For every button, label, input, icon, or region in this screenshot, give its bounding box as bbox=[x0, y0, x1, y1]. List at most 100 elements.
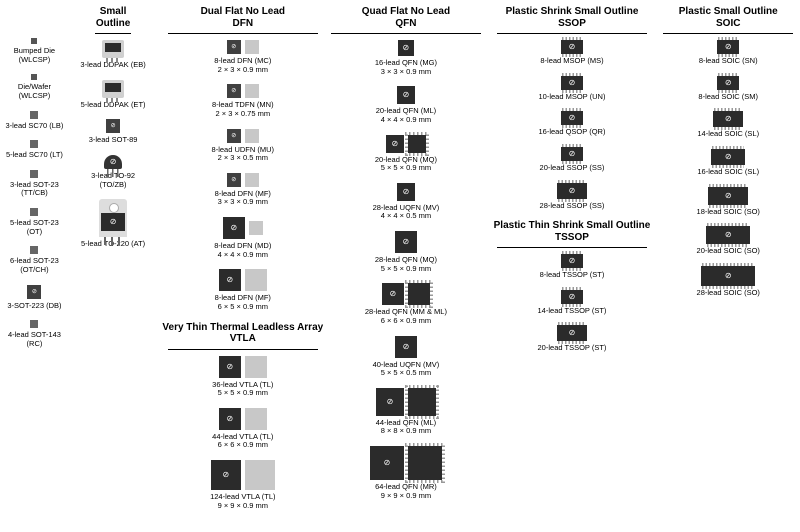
package-icon bbox=[31, 38, 37, 44]
icon-row bbox=[30, 170, 38, 178]
package-icon: ⊘ bbox=[27, 285, 41, 299]
package-icon: ⊘ bbox=[370, 446, 404, 480]
icon-row: ⊘ bbox=[711, 149, 745, 165]
icon-row: ⊘ bbox=[397, 183, 415, 201]
icon-row: ⊘ bbox=[561, 111, 583, 125]
package-label: 5-lead SOT-23 (OT) bbox=[10, 219, 59, 236]
icon-row: ⊘ bbox=[102, 40, 124, 58]
package-icon bbox=[408, 388, 436, 416]
section-title: Plastic Shrink Small Outline SSOP bbox=[506, 6, 639, 31]
package-icon: ⊘ bbox=[395, 231, 417, 253]
package-icon: ⊘ bbox=[711, 149, 745, 165]
section-rule bbox=[168, 349, 318, 350]
package-label: 8-lead DFN (MF) 3 × 3 × 0.9 mm bbox=[215, 190, 271, 207]
package-entry: ⊘ 3-SOT-223 (DB) bbox=[7, 285, 61, 311]
section-title: Small Outline bbox=[96, 6, 130, 31]
section-rule bbox=[497, 33, 647, 34]
package-label: 8-lead UDFN (MU) 2 × 3 × 0.5 mm bbox=[212, 146, 275, 163]
package-entry: ⊘3-lead DDPAK (EB) bbox=[80, 40, 145, 70]
icon-row: ⊘ bbox=[104, 155, 122, 169]
icon-row bbox=[30, 208, 38, 216]
package-entry: ⊘ 28-lead SSOP (SS) bbox=[540, 183, 605, 211]
icon-row: ⊘ bbox=[395, 231, 417, 253]
package-entry: ⊘5-lead DDPAK (ET) bbox=[81, 80, 146, 110]
package-label: 20-lead SOIC (SO) bbox=[697, 247, 760, 256]
package-entry: ⊘8-lead DFN (MF) 6 × 5 × 0.9 mm bbox=[215, 269, 271, 311]
package-icon: ⊘ bbox=[382, 283, 404, 305]
package-icon: ⊘ bbox=[701, 266, 755, 286]
package-entry: ⊘8-lead SOIC (SM) bbox=[698, 76, 758, 102]
package-icon bbox=[245, 356, 267, 378]
package-entry: ⊘ 20-lead SSOP (SS) bbox=[540, 147, 605, 173]
package-label: 14-lead SOIC (SL) bbox=[697, 130, 759, 139]
package-label: 28-lead QFN (MQ) 5 × 5 × 0.9 mm bbox=[375, 256, 437, 273]
section: Plastic Thin Shrink Small Outline TSSOP ⊘… bbox=[488, 220, 657, 363]
package-label: 8-lead SOIC (SN) bbox=[699, 57, 758, 66]
package-entry: ⊘44-lead QFN (ML) 8 × 8 × 0.9 mm bbox=[376, 388, 436, 436]
section-title: Plastic Thin Shrink Small Outline TSSOP bbox=[494, 220, 651, 245]
package-entry: ⊘36-lead VTLA (TL) 5 × 5 × 0.9 mm bbox=[212, 356, 273, 398]
package-icon: ⊘ bbox=[561, 290, 583, 304]
column-5: Plastic Small Outline SOIC⊘8-lead SOIC (… bbox=[660, 6, 796, 307]
icon-row: ⊘ bbox=[561, 76, 583, 90]
icon-row: ⊘ bbox=[211, 460, 275, 490]
package-entry: ⊘16-lead QSOP (QR) bbox=[538, 111, 605, 137]
package-entry: ⊘8-lead TSSOP (ST) bbox=[540, 254, 605, 280]
package-icon bbox=[30, 170, 38, 178]
column-0: Bumped Die (WLCSP)Die/Wafer (WLCSP)3-lea… bbox=[4, 6, 65, 358]
package-label: 14-lead TSSOP (ST) bbox=[538, 307, 607, 316]
icon-row: ⊘ bbox=[227, 84, 259, 98]
package-entry: ⊘16-lead QFN (MG) 3 × 3 × 0.9 mm bbox=[375, 40, 437, 76]
package-label: 28-lead QFN (MM & ML) 6 × 6 × 0.9 mm bbox=[365, 308, 447, 325]
icon-row: ⊘ bbox=[227, 129, 259, 143]
icon-row bbox=[30, 140, 38, 148]
package-icon: ⊘ bbox=[227, 84, 241, 98]
icon-row bbox=[31, 38, 37, 44]
package-icon: ⊘ bbox=[219, 408, 241, 430]
package-icon bbox=[245, 40, 259, 54]
package-icon bbox=[30, 320, 38, 328]
package-icon: ⊘ bbox=[211, 460, 241, 490]
icon-row: ⊘ bbox=[717, 40, 739, 54]
package-icon: ⊘ bbox=[219, 356, 241, 378]
package-label: 20-lead SSOP (SS) bbox=[540, 164, 605, 173]
icon-row: ⊘ bbox=[27, 285, 41, 299]
package-label: 3-SOT-223 (DB) bbox=[7, 302, 61, 311]
package-entry: 3-lead SOT-23 (TT/CB) bbox=[10, 170, 59, 198]
package-label: 8-lead DFN (MF) 6 × 5 × 0.9 mm bbox=[215, 294, 271, 311]
package-icon bbox=[245, 129, 259, 143]
package-icon bbox=[30, 208, 38, 216]
package-label: 8-lead TDFN (MN) 2 × 3 × 0.75 mm bbox=[212, 101, 274, 118]
package-icon: ⊘ bbox=[102, 40, 124, 58]
package-entry: ⊘3-lead TO-92 (TO/ZB) bbox=[91, 155, 135, 189]
package-label: 8-lead DFN (MD) 4 × 4 × 0.9 mm bbox=[214, 242, 271, 259]
package-icon: ⊘ bbox=[561, 76, 583, 90]
package-icon bbox=[30, 140, 38, 148]
package-label: 40-lead UQFN (MV) 5 × 5 × 0.5 mm bbox=[373, 361, 440, 378]
package-entry: ⊘18-lead SOIC (SO) bbox=[697, 187, 760, 217]
section: Dual Flat No Lead DFN⊘8-lead DFN (MC) 2 … bbox=[161, 6, 324, 322]
package-icon: ⊘ bbox=[561, 147, 583, 161]
icon-row: ⊘ bbox=[561, 254, 583, 268]
package-entry: 5-lead SOT-23 (OT) bbox=[10, 208, 59, 236]
package-entry: ⊘14-lead SOIC (SL) bbox=[697, 111, 759, 139]
package-icon bbox=[245, 408, 267, 430]
package-icon bbox=[245, 269, 267, 291]
package-label: 3-lead SOT-23 (TT/CB) bbox=[10, 181, 59, 198]
package-entry: Bumped Die (WLCSP) bbox=[14, 38, 55, 64]
icon-row: ⊘ bbox=[99, 199, 127, 237]
package-icon bbox=[30, 111, 38, 119]
icon-row: ⊘ bbox=[708, 187, 748, 205]
package-entry: ⊘8-lead DFN (MD) 4 × 4 × 0.9 mm bbox=[214, 217, 271, 259]
icon-row: ⊘ bbox=[557, 183, 587, 199]
icon-row bbox=[31, 74, 37, 80]
icon-row: ⊘ bbox=[395, 336, 417, 358]
package-label: 28-lead SSOP (SS) bbox=[540, 202, 605, 211]
package-icon: ⊘ bbox=[561, 40, 583, 54]
icon-row: ⊘ bbox=[219, 408, 267, 430]
package-icon: ⊘ bbox=[706, 226, 750, 244]
package-icon: ⊘ bbox=[227, 129, 241, 143]
package-entry: ⊘64-lead QFN (MR) 9 × 9 × 0.9 mm bbox=[370, 446, 442, 500]
package-icon: ⊘ bbox=[227, 40, 241, 54]
icon-row: ⊘ bbox=[717, 76, 739, 90]
